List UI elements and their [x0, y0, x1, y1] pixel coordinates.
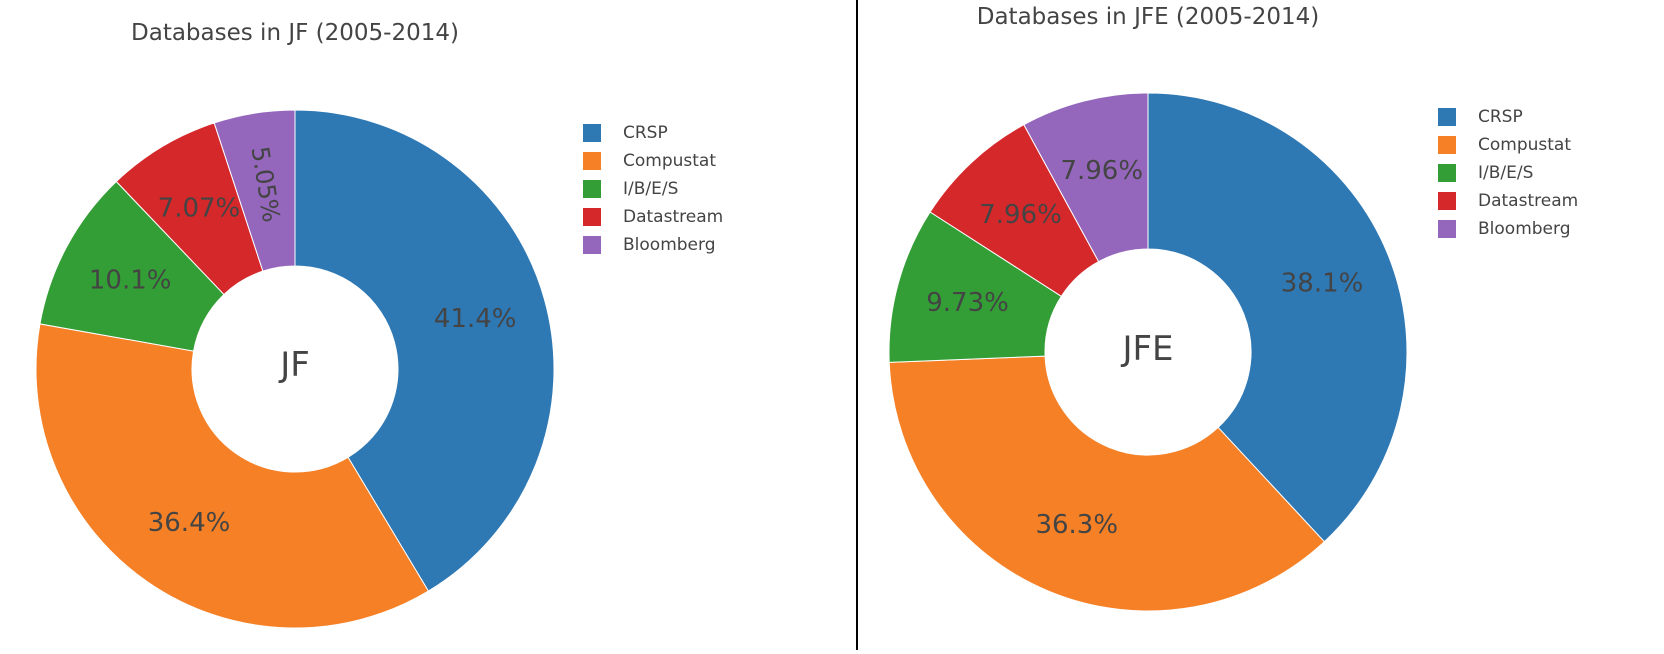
- jfe-legend-label-datastream: Datastream: [1478, 191, 1578, 211]
- jf-legend-label-bloomberg: Bloomberg: [623, 235, 715, 255]
- jf-legend-swatch-i-b-e-s: [583, 180, 601, 198]
- chart-jfe-legend: CRSP Compustat I/B/E/S Datastream Bloomberg: [1438, 107, 1578, 239]
- chart-jf-center-label: JF: [278, 345, 310, 385]
- jf-legend-swatch-crsp: [583, 124, 601, 142]
- jf-legend-swatch-bloomberg: [583, 236, 601, 254]
- jf-legend-swatch-datastream: [583, 208, 601, 226]
- jfe-slice-label-datastream: 7.96%: [979, 200, 1062, 230]
- jf-slice-label-compustat: 36.4%: [148, 508, 231, 538]
- jfe-legend-item-compustat[interactable]: Compustat: [1438, 135, 1571, 155]
- chart-jf-legend: CRSP Compustat I/B/E/S Datastream Bloomberg: [583, 123, 723, 255]
- jf-legend-label-crsp: CRSP: [623, 123, 668, 143]
- chart-jf-title: Databases in JF (2005-2014): [131, 20, 459, 46]
- jfe-slice-bloomberg[interactable]: [1023, 92, 1149, 263]
- jfe-slice-compustat[interactable]: [888, 355, 1326, 612]
- jf-slice-compustat[interactable]: [35, 323, 430, 629]
- jfe-legend-item-datastream[interactable]: Datastream: [1438, 191, 1578, 211]
- jf-slice-label-crsp: 41.4%: [434, 304, 517, 334]
- jf-legend-swatch-compustat: [583, 152, 601, 170]
- jfe-legend-swatch-i-b-e-s: [1438, 164, 1456, 182]
- jf-slice-label-i-b-e-s: 10.1%: [89, 266, 172, 296]
- jfe-slice-crsp[interactable]: [1147, 92, 1408, 543]
- chart-jf: Databases in JF (2005-2014) 41.4% 36.4% 10…: [35, 20, 723, 629]
- chart-jfe: Databases in JFE (2005-2014) 38.1% 36.3% 9…: [888, 4, 1578, 612]
- jfe-legend-label-crsp: CRSP: [1478, 107, 1523, 127]
- jf-legend-item-datastream[interactable]: Datastream: [583, 207, 723, 227]
- chart-jf-slices: 41.4%36.4%10.1%7.07% 5.05%: [35, 109, 555, 629]
- jf-legend-item-i-b-e-s[interactable]: I/B/E/S: [583, 179, 678, 199]
- jfe-slice-label-compustat: 36.3%: [1035, 510, 1118, 540]
- jfe-legend-swatch-bloomberg: [1438, 220, 1456, 238]
- jf-slice-bloomberg[interactable]: [213, 109, 296, 272]
- chart-jfe-slices: 38.1% 36.3% 9.73% 7.96% 7.96%: [888, 92, 1408, 612]
- chart-jfe-title: Databases in JFE (2005-2014): [977, 4, 1319, 30]
- jfe-legend-label-i-b-e-s: I/B/E/S: [1478, 163, 1533, 183]
- jfe-legend-label-bloomberg: Bloomberg: [1478, 219, 1570, 239]
- jfe-legend-swatch-datastream: [1438, 192, 1456, 210]
- jf-legend-label-datastream: Datastream: [623, 207, 723, 227]
- jf-legend-item-crsp[interactable]: CRSP: [583, 123, 668, 143]
- chart-jfe-center-label: JFE: [1120, 329, 1173, 369]
- jfe-legend-item-i-b-e-s[interactable]: I/B/E/S: [1438, 163, 1533, 183]
- jfe-legend-item-bloomberg[interactable]: Bloomberg: [1438, 219, 1570, 239]
- jf-slice-crsp[interactable]: [294, 109, 555, 592]
- jf-legend-item-bloomberg[interactable]: Bloomberg: [583, 235, 715, 255]
- jfe-legend-swatch-crsp: [1438, 108, 1456, 126]
- jfe-slice-label-bloomberg: 7.96%: [1060, 156, 1143, 186]
- jfe-slice-label-i-b-e-s: 9.73%: [926, 288, 1009, 318]
- jf-legend-label-compustat: Compustat: [623, 151, 716, 171]
- jf-legend-label-i-b-e-s: I/B/E/S: [623, 179, 678, 199]
- jfe-legend-item-crsp[interactable]: CRSP: [1438, 107, 1523, 127]
- jfe-slice-label-crsp: 38.1%: [1281, 269, 1364, 299]
- jf-legend-item-compustat[interactable]: Compustat: [583, 151, 716, 171]
- jfe-legend-label-compustat: Compustat: [1478, 135, 1571, 155]
- jf-slice-label-datastream: 7.07%: [158, 194, 241, 224]
- jf-slice-i-b-e-s[interactable]: [39, 180, 225, 352]
- jfe-legend-swatch-compustat: [1438, 136, 1456, 154]
